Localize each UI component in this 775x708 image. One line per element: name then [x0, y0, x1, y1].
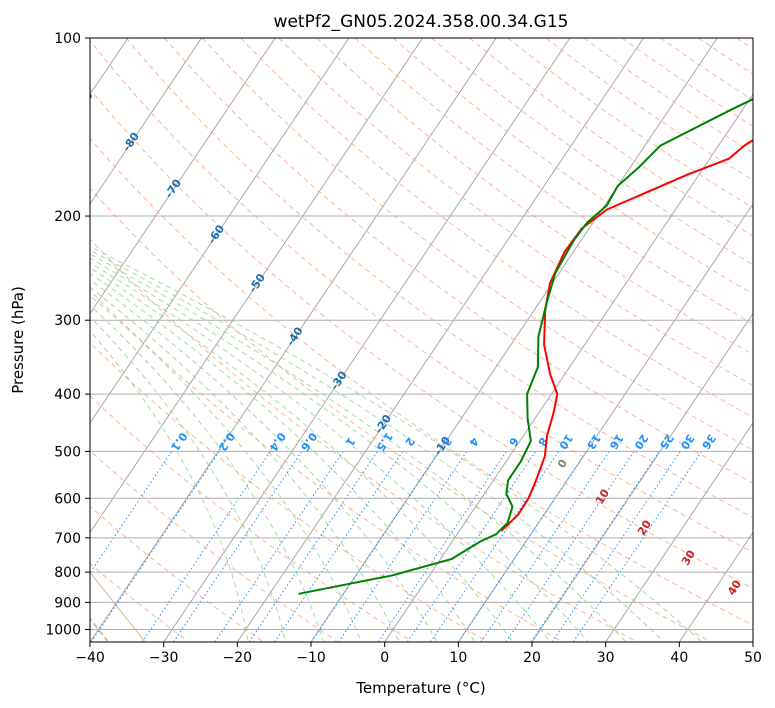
x-tick-label: 0 — [380, 650, 389, 666]
moist-adiabat — [90, 294, 362, 642]
x-tick-label: 50 — [744, 650, 762, 666]
moist-adiabat — [90, 246, 702, 642]
moist-adiabat — [90, 253, 626, 642]
y-tick-label: 400 — [54, 387, 81, 403]
moist-adiabat — [90, 262, 551, 642]
moist-adiabat — [90, 286, 400, 642]
y-tick-label: 700 — [54, 531, 81, 547]
dry-adiabat — [90, 505, 263, 642]
dry-adiabat — [125, 38, 753, 518]
moist-adiabat — [90, 279, 437, 642]
isotherm-line — [90, 38, 202, 205]
y-tick-label: 800 — [54, 565, 81, 581]
y-axis-ticks: 100 200 300 400 500 600 700 800 900 1000 — [45, 31, 90, 638]
moist-adiabat — [90, 267, 513, 642]
dry-adiabat — [90, 341, 487, 642]
x-axis-label: Temperature (°C) — [355, 679, 485, 697]
y-axis-label: Pressure (hPa) — [9, 286, 27, 394]
isotherm-line — [90, 38, 497, 642]
isotherm-line — [236, 38, 644, 642]
y-tick-label: 500 — [54, 444, 81, 460]
x-tick-label: −40 — [75, 650, 105, 666]
chart-title: wetPf2_GN05.2024.358.00.34.G15 — [274, 12, 569, 32]
dry-adiabat — [90, 39, 753, 553]
isotherm-line — [384, 93, 753, 642]
isotherm-line — [90, 38, 423, 534]
x-tick-label: −20 — [223, 650, 253, 666]
dry-adiabat — [469, 38, 753, 237]
dry-adiabat — [354, 38, 753, 325]
moist-adiabat — [90, 304, 324, 642]
x-tick-label: 40 — [670, 650, 688, 666]
isotherm-line — [678, 531, 753, 642]
y-tick-label: 200 — [54, 209, 81, 225]
y-tick-label: 1000 — [45, 622, 81, 638]
dry-adiabat — [240, 38, 753, 418]
y-tick-label: 300 — [54, 313, 81, 329]
x-tick-label: 30 — [597, 650, 615, 666]
isotherm-line — [605, 422, 753, 642]
profile-lines — [298, 98, 753, 595]
y-tick-label: 900 — [54, 595, 81, 611]
dry-adiabat — [164, 38, 753, 484]
dry-adiabat — [90, 395, 412, 642]
x-tick-label: −10 — [296, 650, 326, 666]
plot-frame — [89, 37, 754, 643]
dry-adiabat — [90, 88, 753, 589]
dry-adiabat — [90, 187, 711, 642]
isotherm-line — [163, 38, 571, 642]
dry-adiabat — [90, 289, 561, 642]
moist-adiabat — [90, 329, 249, 642]
isotherm-line — [531, 312, 753, 642]
x-tick-label: 10 — [449, 650, 467, 666]
moist-adiabat — [90, 249, 664, 642]
isotherm-line — [90, 38, 350, 424]
x-tick-label: 20 — [523, 650, 541, 666]
dry-adiabat — [90, 449, 337, 642]
dry-adiabat — [545, 38, 753, 181]
moist-adiabat — [90, 257, 588, 642]
isotherm-line — [90, 38, 276, 315]
y-tick-label: 600 — [54, 491, 81, 507]
x-tick-label: −30 — [149, 650, 179, 666]
background-lines — [90, 38, 753, 642]
y-tick-label: 100 — [54, 31, 81, 47]
dewpoint-line — [298, 98, 753, 595]
dry-adiabat — [278, 38, 753, 387]
dry-adiabat — [90, 137, 753, 626]
moist-adiabat — [90, 315, 286, 642]
dry-adiabat — [431, 38, 753, 266]
x-axis-ticks: −40 −30 −20 −10 0 10 20 30 40 50 — [75, 642, 762, 666]
dry-adiabat — [90, 238, 636, 642]
